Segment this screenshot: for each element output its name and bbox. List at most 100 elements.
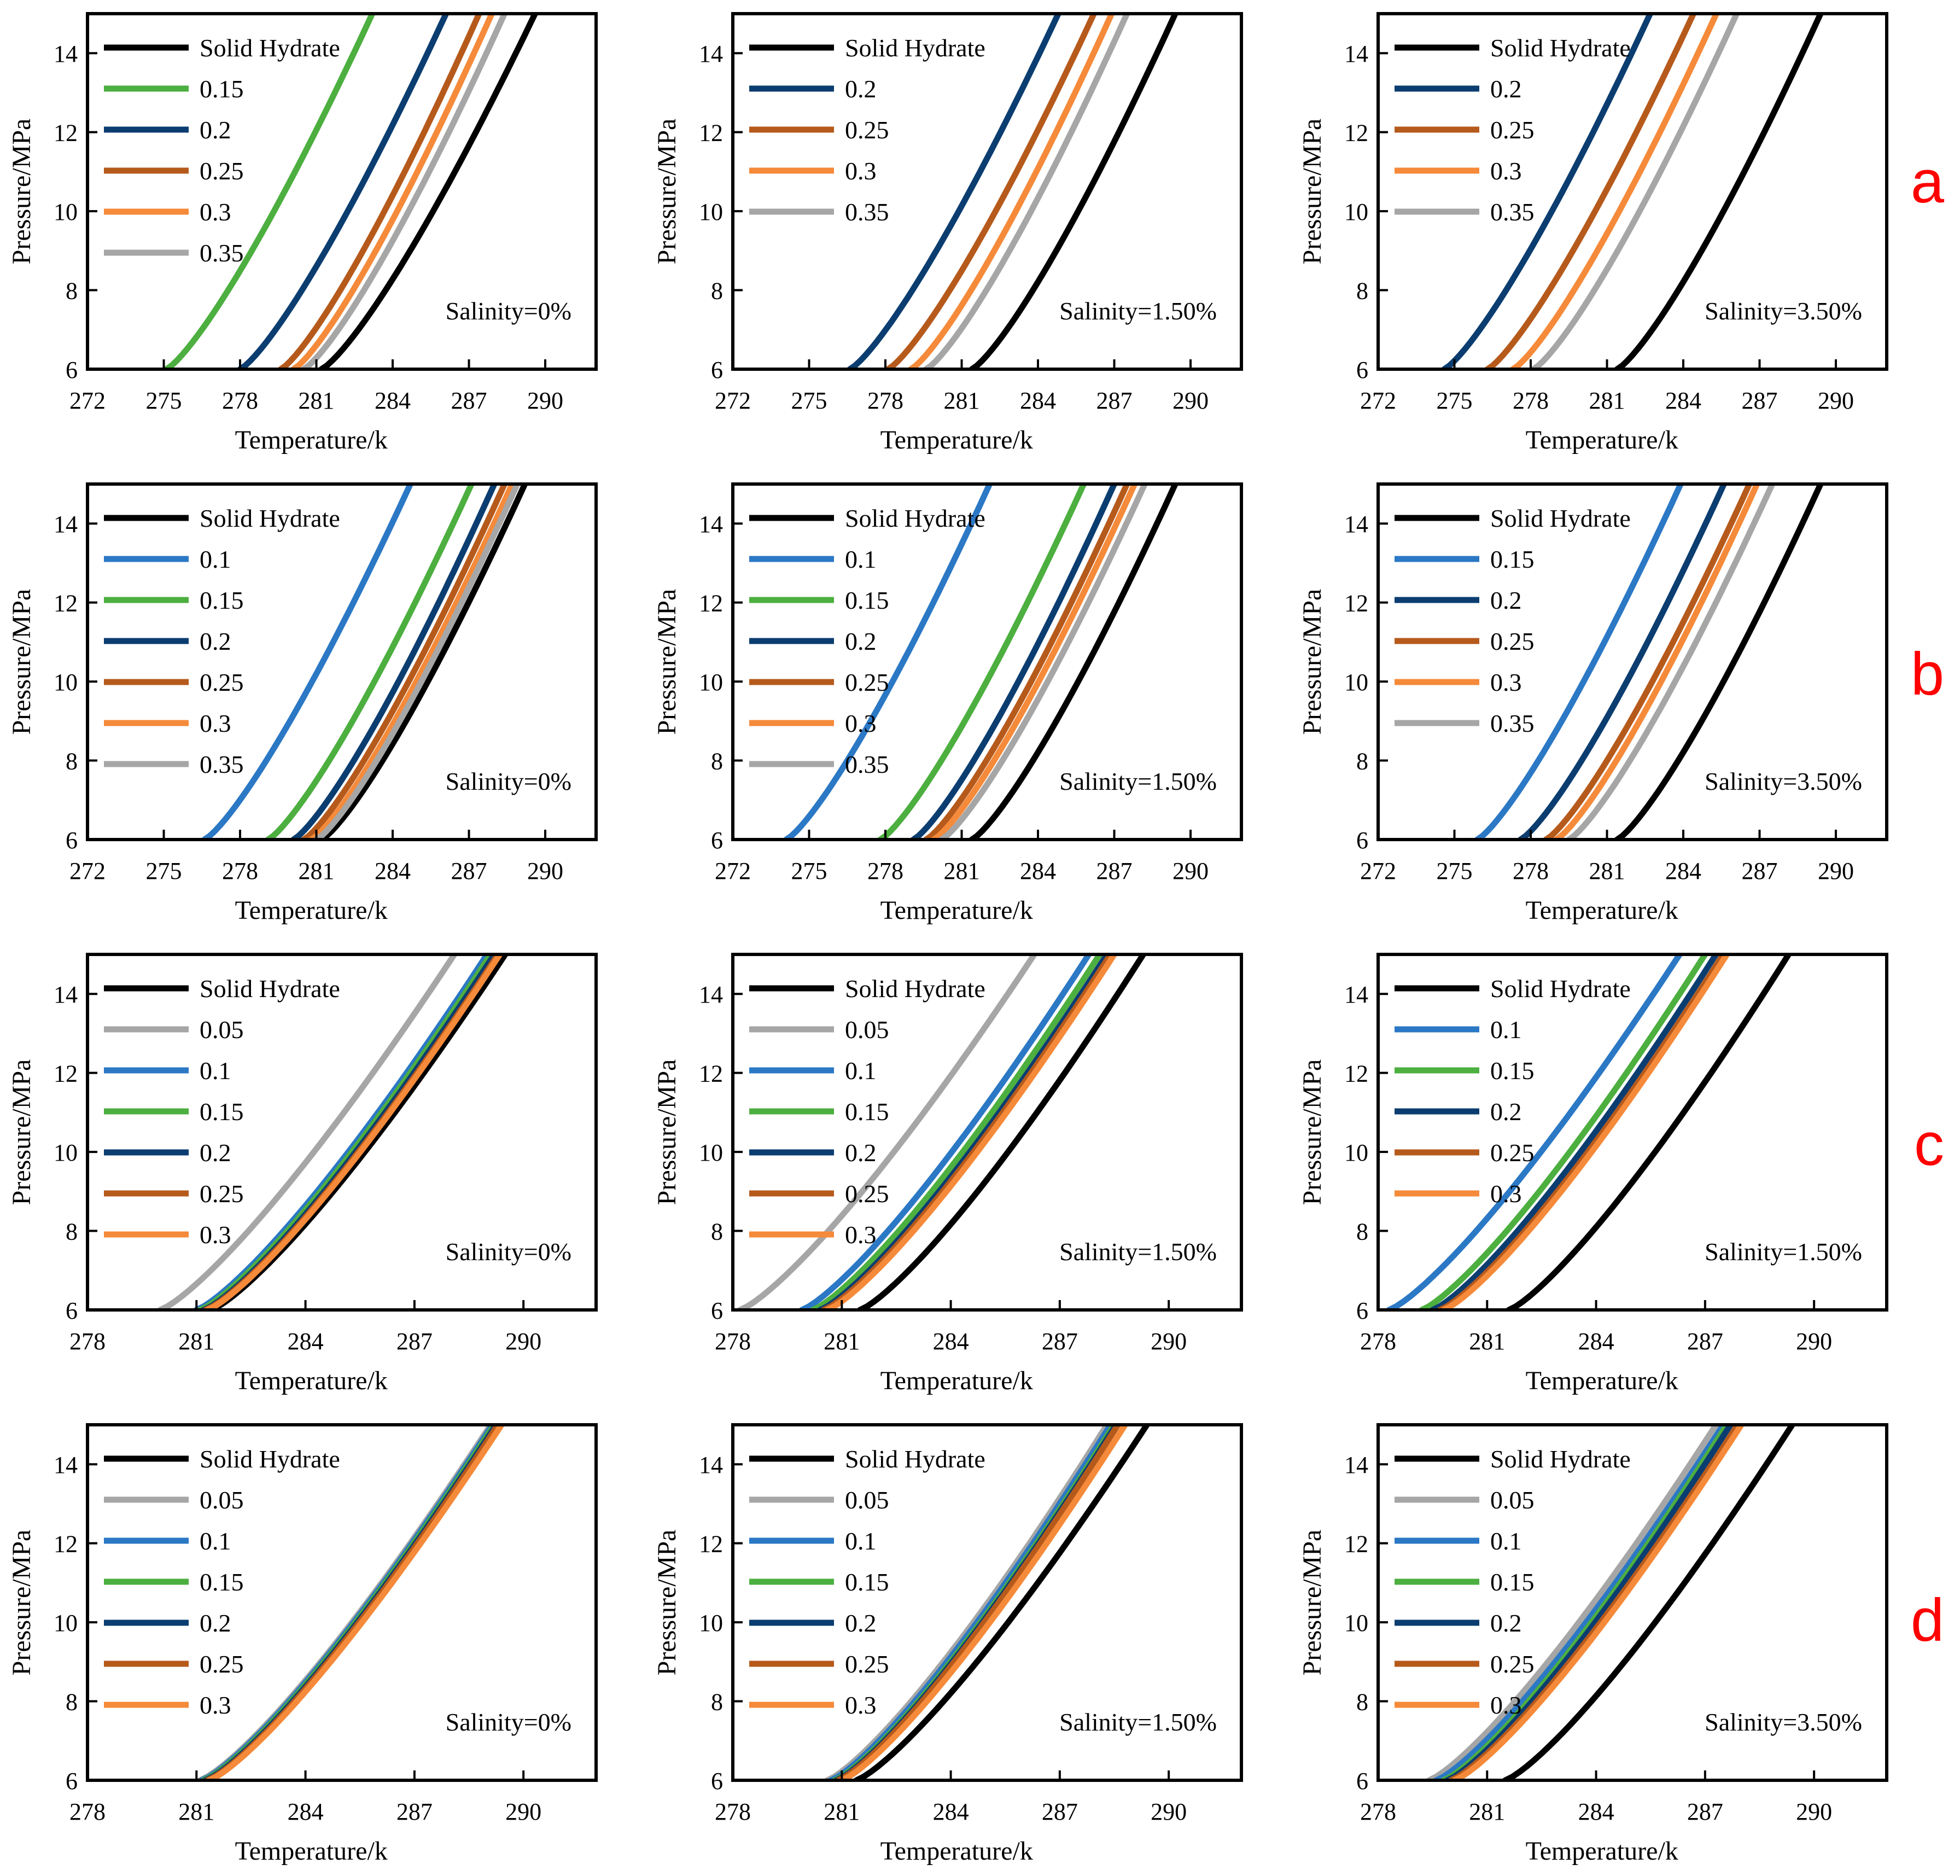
series-line xyxy=(853,1425,1150,1780)
series-line xyxy=(265,484,475,840)
legend-label: 0.3 xyxy=(1490,157,1522,185)
series-group xyxy=(847,14,1179,369)
series-line xyxy=(1517,484,1727,840)
x-tick-label: 278 xyxy=(69,1328,106,1355)
legend-label: Solid Hydrate xyxy=(200,504,340,532)
legend-label: 0.1 xyxy=(845,1057,877,1085)
x-tick-label: 284 xyxy=(933,1798,969,1825)
legend-label: Solid Hydrate xyxy=(845,504,985,532)
x-tick-label: 272 xyxy=(715,858,751,884)
x-tick-label: 287 xyxy=(1687,1328,1723,1355)
x-tick-label: 290 xyxy=(527,858,563,884)
legend-label: 0.1 xyxy=(200,1527,231,1555)
legend-label: 0.05 xyxy=(845,1486,889,1514)
x-tick-label: 284 xyxy=(1665,858,1701,884)
x-tick-label: 281 xyxy=(1589,387,1625,414)
series-line xyxy=(1419,954,1708,1310)
series-line xyxy=(204,954,503,1310)
chart-b1: 6 8 10 12 14 272 275 278 281 284 287 290 Temperature… xyxy=(7,482,598,925)
y-tick-label: 6 xyxy=(66,357,78,383)
legend-label: 0.2 xyxy=(845,1609,877,1637)
y-tick-label: 8 xyxy=(711,748,723,775)
x-axis-label: Temperature/k xyxy=(1526,426,1678,455)
legend-label: 0.3 xyxy=(845,1221,877,1249)
y-tick-label: 6 xyxy=(66,827,78,854)
y-axis-label: Pressure/MPa xyxy=(7,589,36,735)
legend-label: Solid Hydrate xyxy=(845,975,985,1003)
x-tick-label: 287 xyxy=(1742,387,1778,414)
y-tick-label: 8 xyxy=(66,1219,78,1245)
legend: Solid Hydrate 0.05 0.1 0.15 0.2 0.25 0.3 xyxy=(1395,1445,1631,1719)
x-tick-label: 281 xyxy=(824,1798,860,1825)
legend-label: Solid Hydrate xyxy=(1490,34,1631,62)
y-tick-label: 8 xyxy=(1356,1219,1368,1245)
salinity-annotation: Salinity=1.50% xyxy=(1059,767,1217,795)
x-tick-label: 281 xyxy=(1469,1798,1505,1825)
y-tick-label: 12 xyxy=(699,1061,723,1087)
series-line xyxy=(1474,484,1684,840)
y-tick-label: 14 xyxy=(1344,511,1368,538)
y-tick-label: 12 xyxy=(54,120,78,147)
series-line xyxy=(308,484,515,840)
legend-label: 0.3 xyxy=(845,709,877,737)
y-tick-label: 12 xyxy=(1344,1531,1368,1558)
y-tick-label: 8 xyxy=(66,278,78,305)
y-tick-label: 10 xyxy=(699,199,723,225)
salinity-annotation: Salinity=0% xyxy=(446,1708,571,1736)
x-tick-label: 287 xyxy=(1687,1798,1723,1825)
x-tick-label: 278 xyxy=(1360,1798,1396,1825)
legend-label: 0.2 xyxy=(200,116,231,144)
series-line xyxy=(300,484,508,840)
y-tick-label: 14 xyxy=(54,1452,78,1478)
x-tick-label: 275 xyxy=(1437,858,1473,884)
salinity-annotation: Salinity=0% xyxy=(446,1238,571,1266)
y-tick-label: 8 xyxy=(66,1689,78,1716)
series-line xyxy=(824,954,1117,1310)
series-line xyxy=(290,14,495,369)
series-line xyxy=(1543,484,1753,840)
series-line xyxy=(201,484,413,840)
series-line xyxy=(318,14,538,369)
x-tick-label: 290 xyxy=(1172,858,1209,884)
y-tick-label: 14 xyxy=(1344,1452,1368,1478)
x-axis-label: Temperature/k xyxy=(235,1837,388,1866)
x-tick-label: 272 xyxy=(1360,387,1396,414)
legend-label: 0.3 xyxy=(200,1691,231,1719)
y-tick-label: 14 xyxy=(699,981,723,1008)
x-tick-label: 287 xyxy=(1096,387,1133,414)
legend-label: Solid Hydrate xyxy=(200,1445,340,1473)
legend-label: 0.15 xyxy=(845,586,889,614)
x-tick-label: 272 xyxy=(715,387,751,414)
x-tick-label: 287 xyxy=(1042,1328,1078,1355)
legend-label: 0.2 xyxy=(200,1609,231,1637)
legend-label: 0.15 xyxy=(200,1568,244,1596)
series-line xyxy=(1440,954,1730,1310)
legend-label: 0.25 xyxy=(200,157,244,185)
series-line xyxy=(1451,1425,1745,1780)
x-tick-label: 281 xyxy=(178,1798,214,1825)
x-tick-label: 290 xyxy=(1151,1328,1187,1355)
legend: Solid Hydrate 0.1 0.15 0.2 0.25 0.3 0.35 xyxy=(104,504,340,778)
chart-d2: 6 8 10 12 14 278 281 284 287 290 Temperature/k Pres… xyxy=(652,1423,1243,1866)
y-tick-label: 6 xyxy=(1356,357,1368,383)
plot-frame xyxy=(1376,953,1888,1312)
x-tick-label: 275 xyxy=(146,387,182,414)
x-tick-label: 281 xyxy=(1589,858,1625,884)
x-tick-label: 290 xyxy=(1818,858,1854,884)
x-axis-label: Temperature/k xyxy=(1526,1837,1678,1866)
chart-a3: 6 8 10 12 14 272 275 278 281 284 287 290 Temperature… xyxy=(1298,12,1888,455)
x-tick-label: 272 xyxy=(1360,858,1396,884)
legend-label: 0.3 xyxy=(1490,1691,1522,1719)
series-line xyxy=(157,954,458,1310)
x-axis-label: Temperature/k xyxy=(1526,896,1678,925)
legend-label: 0.35 xyxy=(1490,709,1535,737)
legend-label: 0.05 xyxy=(200,1486,244,1514)
legend-label: 0.25 xyxy=(845,668,889,696)
legend-label: 0.3 xyxy=(200,1221,231,1249)
y-tick-label: 12 xyxy=(699,590,723,617)
x-tick-label: 284 xyxy=(1665,387,1701,414)
series-line xyxy=(206,1425,505,1780)
legend-label: 0.15 xyxy=(1490,1568,1535,1596)
series-line xyxy=(1566,484,1776,840)
legend-label: 0.3 xyxy=(845,1691,877,1719)
